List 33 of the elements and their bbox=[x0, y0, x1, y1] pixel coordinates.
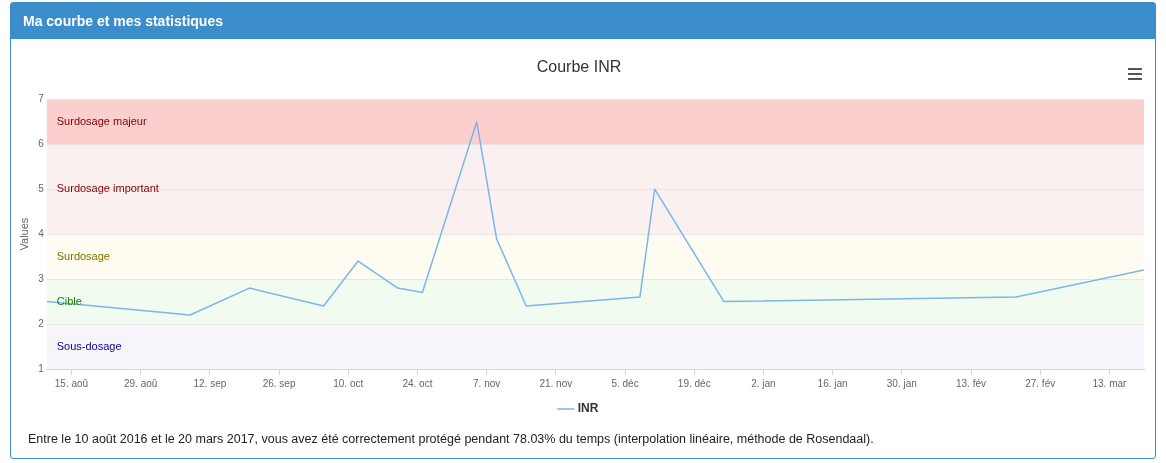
x-tick-label: 15. aoû bbox=[54, 377, 89, 389]
x-tick-label: 19. déc bbox=[677, 377, 711, 389]
x-tick-label: 16. jan bbox=[817, 377, 848, 389]
y-axis-title: Values bbox=[17, 217, 30, 251]
x-tick-label: 27. fév bbox=[1025, 377, 1056, 389]
y-tick-label: 6 bbox=[38, 137, 45, 149]
chart-title: Courbe INR bbox=[536, 58, 622, 76]
x-tick-label: 29. aoû bbox=[123, 377, 158, 389]
y-tick-label: 5 bbox=[38, 182, 45, 194]
x-tick-label: 24. oct bbox=[402, 377, 433, 389]
x-tick-label: 10. oct bbox=[333, 377, 364, 389]
y-tick-label: 2 bbox=[38, 317, 45, 329]
x-tick-label: 12. sep bbox=[193, 377, 227, 389]
band-label: Surdosage bbox=[56, 249, 110, 262]
x-tick-label: 30. jan bbox=[886, 377, 917, 389]
x-tick-label: 2. jan bbox=[751, 377, 776, 389]
x-tick-label: 7. nov bbox=[473, 377, 501, 389]
x-tick-label: 13. fév bbox=[956, 377, 987, 389]
text: Ma courbe et mes statistiques bbox=[11, 3, 1155, 39]
y-tick-label: 3 bbox=[38, 272, 45, 284]
x-tick-label: 13. mar bbox=[1092, 377, 1128, 389]
band-label: Cible bbox=[56, 294, 82, 307]
x-tick-label: 26. sep bbox=[262, 377, 296, 389]
y-tick-label: 7 bbox=[38, 92, 45, 104]
band-label: Sous-dosage bbox=[56, 339, 122, 352]
text: Entre le 10 août 2016 et le 20 mars 2017, vous avez été correctement protégé pendant 78.03% du temps (interpolation linéaire, méthode de Rosendaal). bbox=[28, 432, 874, 446]
x-tick-label: 5. déc bbox=[611, 377, 639, 389]
y-tick-label: 1 bbox=[38, 362, 45, 374]
x-tick-label: 21. nov bbox=[539, 377, 573, 389]
legend-label: INR bbox=[577, 401, 599, 416]
band-label: Surdosage important bbox=[56, 182, 159, 195]
band-label: Surdosage majeur bbox=[56, 114, 147, 127]
y-tick-label: 4 bbox=[38, 227, 45, 239]
